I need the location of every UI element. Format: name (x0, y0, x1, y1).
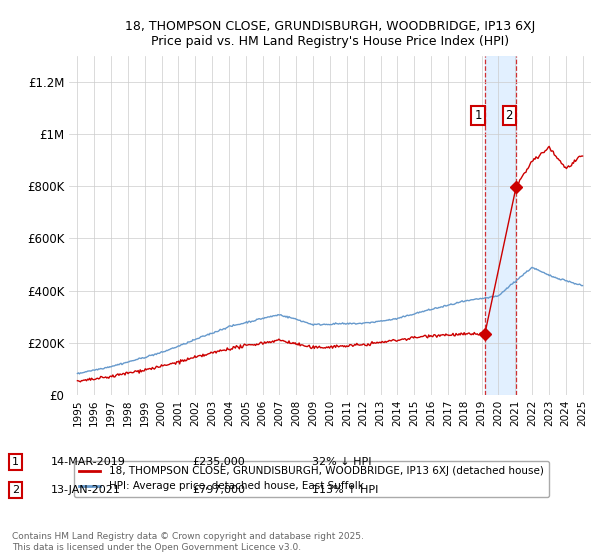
Text: 1: 1 (475, 109, 482, 123)
Text: 1: 1 (12, 457, 19, 467)
Text: 113% ↑ HPI: 113% ↑ HPI (312, 485, 379, 495)
Text: 2: 2 (12, 485, 19, 495)
Text: 14-MAR-2019: 14-MAR-2019 (51, 457, 126, 467)
Bar (485, 56, 516, 395)
Text: 2: 2 (506, 109, 513, 123)
Text: £797,000: £797,000 (192, 485, 245, 495)
Text: Contains HM Land Registry data © Crown copyright and database right 2025.
This d: Contains HM Land Registry data © Crown c… (12, 532, 364, 552)
Title: 18, THOMPSON CLOSE, GRUNDISBURGH, WOODBRIDGE, IP13 6XJ
Price paid vs. HM Land Re: 18, THOMPSON CLOSE, GRUNDISBURGH, WOODBR… (125, 20, 535, 48)
Text: 32% ↓ HPI: 32% ↓ HPI (312, 457, 371, 467)
Text: 13-JAN-2021: 13-JAN-2021 (51, 485, 121, 495)
Text: £235,000: £235,000 (192, 457, 245, 467)
Legend: 18, THOMPSON CLOSE, GRUNDISBURGH, WOODBRIDGE, IP13 6XJ (detached house), HPI: Av: 18, THOMPSON CLOSE, GRUNDISBURGH, WOODBR… (74, 461, 548, 497)
